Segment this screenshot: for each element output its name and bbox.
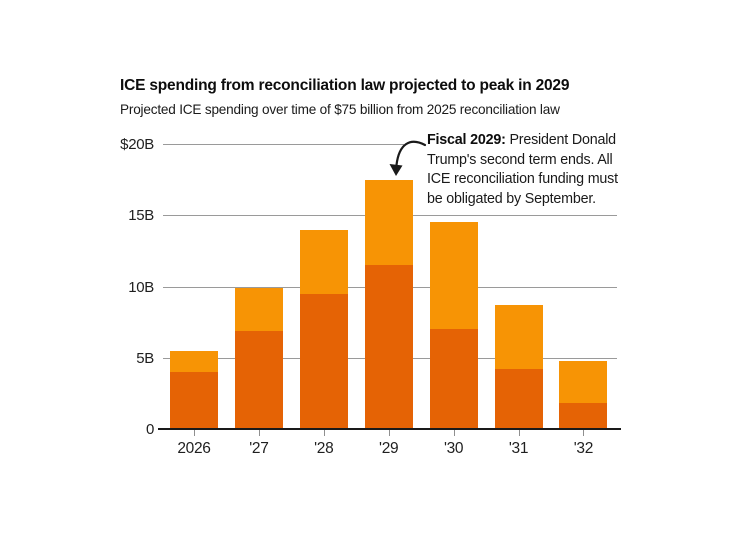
bar-27-lower-segment: [234, 330, 283, 429]
bar-28: [299, 229, 348, 429]
x-axis-tick-29: [388, 430, 390, 436]
bar-29: [364, 179, 413, 429]
bar-31-lower-segment: [494, 369, 543, 429]
bar-29-upper-segment: [364, 179, 413, 266]
x-axis-tick-27: [258, 430, 260, 436]
y-axis-label-5B: 5B: [136, 349, 154, 367]
bar-29-lower-segment: [364, 265, 413, 429]
bar-2026: [170, 350, 218, 429]
x-axis-baseline: [158, 428, 621, 430]
y-axis-label-10B: 10B: [128, 278, 154, 296]
x-axis-tick-31: [518, 430, 520, 436]
annotation-line-1-text: President Donald: [509, 132, 616, 148]
x-axis-label-32: '32: [573, 440, 594, 457]
bar-31: [494, 305, 543, 429]
x-axis-label-28: '28: [314, 440, 334, 457]
x-axis-tick-28: [323, 430, 325, 436]
bar-30-upper-segment: [429, 222, 478, 330]
x-axis-label-27: '27: [249, 440, 269, 457]
bar-27: [234, 287, 283, 429]
annotation-arrow-icon: [389, 140, 427, 176]
bar-32: [559, 360, 608, 429]
x-axis-tick-32: [583, 430, 585, 436]
x-axis-label-30: '30: [443, 440, 464, 457]
bar-32-lower-segment: [559, 403, 608, 429]
y-axis-label-15B: 15B: [128, 207, 154, 225]
bar-30-lower-segment: [429, 329, 478, 429]
bar-27-upper-segment: [234, 287, 283, 331]
x-axis-label-2026: 2026: [177, 440, 211, 457]
bar-2026-upper-segment: [170, 350, 218, 372]
x-axis-label-29: '29: [379, 440, 399, 457]
annotation-line-4: be obligated by September.: [427, 190, 596, 207]
annotation-line-3: ICE reconciliation funding must: [427, 171, 618, 188]
bar-32-upper-segment: [559, 360, 608, 404]
bar-2026-lower-segment: [170, 372, 218, 429]
annotation-line-2: Trump's second term ends. All: [427, 151, 613, 168]
annotation-bold-lead: Fiscal 2029:: [427, 132, 506, 148]
bar-28-upper-segment: [299, 229, 348, 294]
x-axis-label-31: '31: [508, 440, 529, 457]
bar-30: [429, 222, 478, 429]
annotation-note: Fiscal 2029: President Donald Trump's se…: [427, 131, 618, 209]
bar-28-lower-segment: [299, 293, 348, 429]
chart-subtitle: Projected ICE spending over time of $75 …: [120, 102, 560, 117]
annotation-line-1: Fiscal 2029: President Donald: [427, 131, 618, 151]
y-axis-label-20B: $20B: [120, 136, 154, 153]
chart-title: ICE spending from reconciliation law pro…: [120, 77, 570, 94]
x-axis-tick-2026: [194, 430, 195, 436]
bar-31-upper-segment: [494, 305, 543, 370]
gridline-20B: [163, 144, 404, 145]
x-axis-tick-30: [453, 430, 455, 436]
y-axis-label-0: 0: [145, 421, 154, 438]
